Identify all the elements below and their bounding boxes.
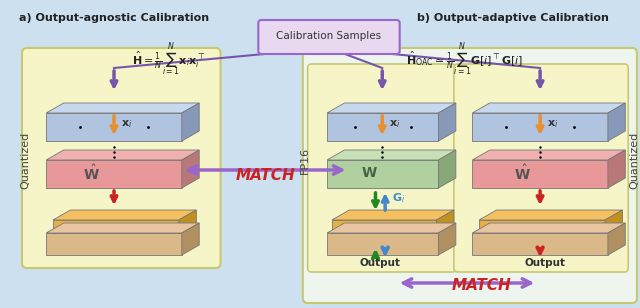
FancyBboxPatch shape bbox=[303, 48, 637, 303]
Text: $\hat{\mathbf{W}}$: $\hat{\mathbf{W}}$ bbox=[514, 163, 531, 183]
Polygon shape bbox=[436, 210, 454, 238]
Polygon shape bbox=[472, 103, 625, 113]
Polygon shape bbox=[327, 233, 438, 255]
Polygon shape bbox=[327, 160, 438, 188]
Polygon shape bbox=[46, 103, 199, 113]
Polygon shape bbox=[46, 150, 199, 160]
Polygon shape bbox=[438, 223, 456, 255]
Polygon shape bbox=[327, 103, 456, 113]
Text: MATCH: MATCH bbox=[452, 278, 512, 293]
Text: $\mathbf{x}_i$: $\mathbf{x}_i$ bbox=[547, 118, 558, 130]
FancyBboxPatch shape bbox=[259, 20, 400, 54]
Polygon shape bbox=[608, 223, 625, 255]
Text: Output: Output bbox=[524, 258, 566, 268]
FancyBboxPatch shape bbox=[308, 64, 456, 272]
Text: $\hat{\mathbf{H}} = \frac{1}{N}\sum_{i=1}^{N}\mathbf{x}_i\mathbf{x}_i^{\top}$: $\hat{\mathbf{H}} = \frac{1}{N}\sum_{i=1… bbox=[132, 41, 206, 79]
Polygon shape bbox=[46, 223, 199, 233]
Polygon shape bbox=[332, 210, 454, 220]
Polygon shape bbox=[182, 223, 199, 255]
Text: Output: Output bbox=[360, 258, 401, 268]
Polygon shape bbox=[608, 103, 625, 141]
Text: $\hat{\mathbf{W}}$: $\hat{\mathbf{W}}$ bbox=[83, 163, 100, 183]
Polygon shape bbox=[438, 103, 456, 141]
Polygon shape bbox=[179, 210, 196, 238]
Polygon shape bbox=[46, 113, 182, 141]
Polygon shape bbox=[472, 150, 625, 160]
FancyBboxPatch shape bbox=[22, 48, 221, 268]
Polygon shape bbox=[182, 103, 199, 141]
Polygon shape bbox=[472, 223, 625, 233]
Text: FP16: FP16 bbox=[300, 146, 310, 174]
Polygon shape bbox=[332, 220, 436, 238]
Text: Calibration Samples: Calibration Samples bbox=[276, 31, 381, 41]
Polygon shape bbox=[605, 210, 623, 238]
Polygon shape bbox=[608, 150, 625, 188]
Polygon shape bbox=[53, 210, 196, 220]
Polygon shape bbox=[472, 160, 608, 188]
Polygon shape bbox=[327, 113, 438, 141]
Polygon shape bbox=[438, 150, 456, 188]
Text: $\mathbf{W}$: $\mathbf{W}$ bbox=[361, 166, 378, 180]
Polygon shape bbox=[53, 220, 179, 238]
Text: $\mathbf{G}_i$: $\mathbf{G}_i$ bbox=[392, 191, 405, 205]
Text: Quantized: Quantized bbox=[629, 132, 639, 188]
Text: Quantized: Quantized bbox=[20, 132, 30, 188]
FancyBboxPatch shape bbox=[454, 64, 628, 272]
Polygon shape bbox=[327, 223, 456, 233]
Polygon shape bbox=[46, 233, 182, 255]
Polygon shape bbox=[479, 220, 605, 238]
Text: $\mathbf{x}_i$: $\mathbf{x}_i$ bbox=[121, 118, 132, 130]
Polygon shape bbox=[479, 210, 623, 220]
Polygon shape bbox=[46, 160, 182, 188]
Polygon shape bbox=[182, 150, 199, 188]
Polygon shape bbox=[472, 113, 608, 141]
Text: $\hat{\mathbf{H}}_{\mathrm{OAC}} \simeq \frac{1}{N}\sum_{i=1}^{N}\mathbf{G}[i]^{: $\hat{\mathbf{H}}_{\mathrm{OAC}} \simeq … bbox=[406, 41, 524, 79]
Text: MATCH: MATCH bbox=[236, 168, 295, 183]
Text: a) Output-agnostic Calibration: a) Output-agnostic Calibration bbox=[19, 13, 209, 23]
Polygon shape bbox=[327, 150, 456, 160]
Text: b) Output-adaptive Calibration: b) Output-adaptive Calibration bbox=[417, 13, 609, 23]
Polygon shape bbox=[472, 233, 608, 255]
Text: $\mathbf{x}_i$: $\mathbf{x}_i$ bbox=[389, 118, 401, 130]
